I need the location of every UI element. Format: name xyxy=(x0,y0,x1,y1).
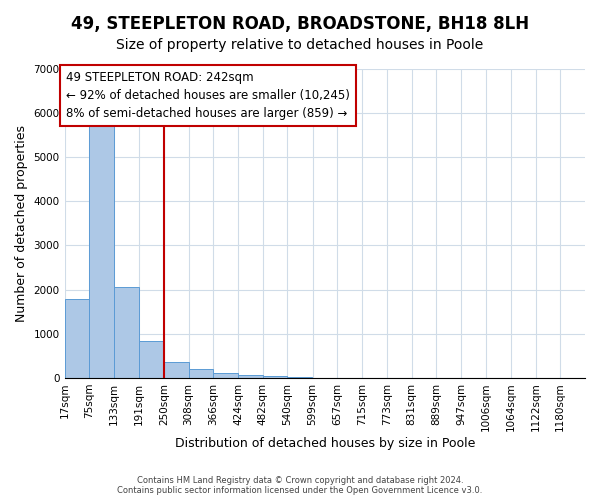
Bar xyxy=(188,368,214,378)
Text: Size of property relative to detached houses in Poole: Size of property relative to detached ho… xyxy=(116,38,484,52)
Bar xyxy=(164,362,188,378)
X-axis label: Distribution of detached houses by size in Poole: Distribution of detached houses by size … xyxy=(175,437,475,450)
Bar xyxy=(287,376,312,378)
Text: 49 STEEPLETON ROAD: 242sqm
← 92% of detached houses are smaller (10,245)
8% of s: 49 STEEPLETON ROAD: 242sqm ← 92% of deta… xyxy=(66,71,350,120)
Bar xyxy=(139,341,163,378)
Text: Contains HM Land Registry data © Crown copyright and database right 2024.
Contai: Contains HM Land Registry data © Crown c… xyxy=(118,476,482,495)
Bar xyxy=(89,124,114,378)
Bar xyxy=(65,300,89,378)
Bar xyxy=(263,376,287,378)
Bar xyxy=(114,288,139,378)
Text: 49, STEEPLETON ROAD, BROADSTONE, BH18 8LH: 49, STEEPLETON ROAD, BROADSTONE, BH18 8L… xyxy=(71,15,529,33)
Y-axis label: Number of detached properties: Number of detached properties xyxy=(15,125,28,322)
Bar xyxy=(238,374,263,378)
Bar xyxy=(214,374,238,378)
